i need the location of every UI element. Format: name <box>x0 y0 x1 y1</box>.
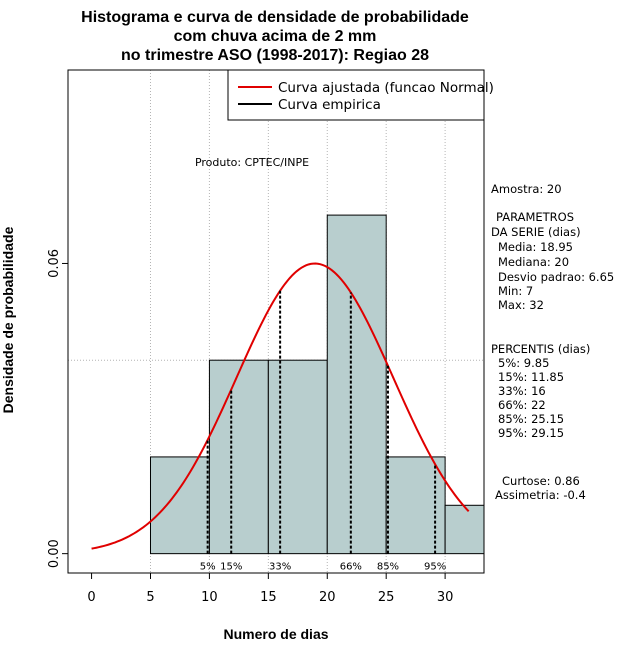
normal-curve <box>91 262 470 550</box>
percentile-label: 15% <box>220 562 242 573</box>
histogram-bar <box>326 214 387 555</box>
chart-title-line-2: com chuva acima de 2 mm <box>174 28 377 45</box>
stat-param-sub: DA SERIE (dias) <box>491 225 581 239</box>
legend-label-fitted: Curva ajustada (funcao Normal) <box>278 80 494 96</box>
legend-label-empirical: Curva empirica <box>278 97 381 113</box>
stats-panel: Amostra: 20 PARAMETROS DA SERIE (dias) M… <box>491 182 614 502</box>
percentile-label: 95% <box>424 562 446 573</box>
stat-param-header: PARAMETROS <box>496 210 574 224</box>
stat-p33: 33%: 16 <box>498 384 546 398</box>
percentile-lines: 5% 15% 33% 66% 85% 95% <box>200 290 446 573</box>
percentile-label: 5% <box>200 562 216 573</box>
x-tick-label: 0 <box>87 590 95 605</box>
stat-desvio: Desvio padrao: 6.65 <box>498 270 614 284</box>
x-tick-label: 5 <box>146 590 154 605</box>
histogram-bars <box>149 214 485 555</box>
y-tick-label: 0.06 <box>47 249 62 278</box>
legend-box <box>227 69 485 121</box>
histogram-bar <box>444 504 485 555</box>
y-tick-label: 0.00 <box>47 539 62 568</box>
stat-min: Min: 7 <box>498 284 533 298</box>
x-axis-title: Numero de dias <box>223 626 328 642</box>
stat-curtose: Curtose: 0.86 <box>502 474 580 488</box>
stat-p15: 15%: 11.85 <box>498 370 564 384</box>
stat-p85: 85%: 25.15 <box>498 412 564 426</box>
normal-curve-layer <box>91 262 470 550</box>
stat-assimetria: Assimetria: -0.4 <box>495 488 586 502</box>
chart-title-line-3: no trimestre ASO (1998-2017): Regiao 28 <box>121 47 429 64</box>
stat-p66: 66%: 22 <box>498 398 546 412</box>
histogram-bar <box>267 359 328 555</box>
percentile-label: 66% <box>340 562 362 573</box>
histogram-bar <box>385 456 446 555</box>
x-tick-label: 25 <box>378 590 395 605</box>
x-tick-label: 10 <box>201 590 218 605</box>
stat-mediana: Mediana: 20 <box>498 255 569 269</box>
product-note: Produto: CPTEC/INPE <box>195 156 309 169</box>
stat-p5: 5%: 9.85 <box>498 356 549 370</box>
chart-title-line-1: Histograma e curva de densidade de proba… <box>81 9 469 26</box>
stat-max: Max: 32 <box>498 298 544 312</box>
legend: Curva ajustada (funcao Normal) Curva emp… <box>227 69 494 121</box>
x-tick-label: 30 <box>437 590 454 605</box>
x-tick-label: 20 <box>319 590 336 605</box>
percentile-label: 33% <box>269 562 291 573</box>
percentile-label: 85% <box>377 562 399 573</box>
histogram-bar <box>208 359 269 555</box>
x-tick-label: 15 <box>260 590 277 605</box>
stat-percentis-header: PERCENTIS (dias) <box>491 342 590 356</box>
y-axis-title: Densidade de probabilidade <box>0 226 16 413</box>
axes: 0 5 10 15 20 25 30 0.00 0.06 <box>47 249 453 605</box>
stat-p95: 95%: 29.15 <box>498 426 564 440</box>
stat-media: Media: 18.95 <box>498 240 573 254</box>
stat-amostra: Amostra: 20 <box>491 182 562 196</box>
histogram-bar <box>149 456 210 555</box>
